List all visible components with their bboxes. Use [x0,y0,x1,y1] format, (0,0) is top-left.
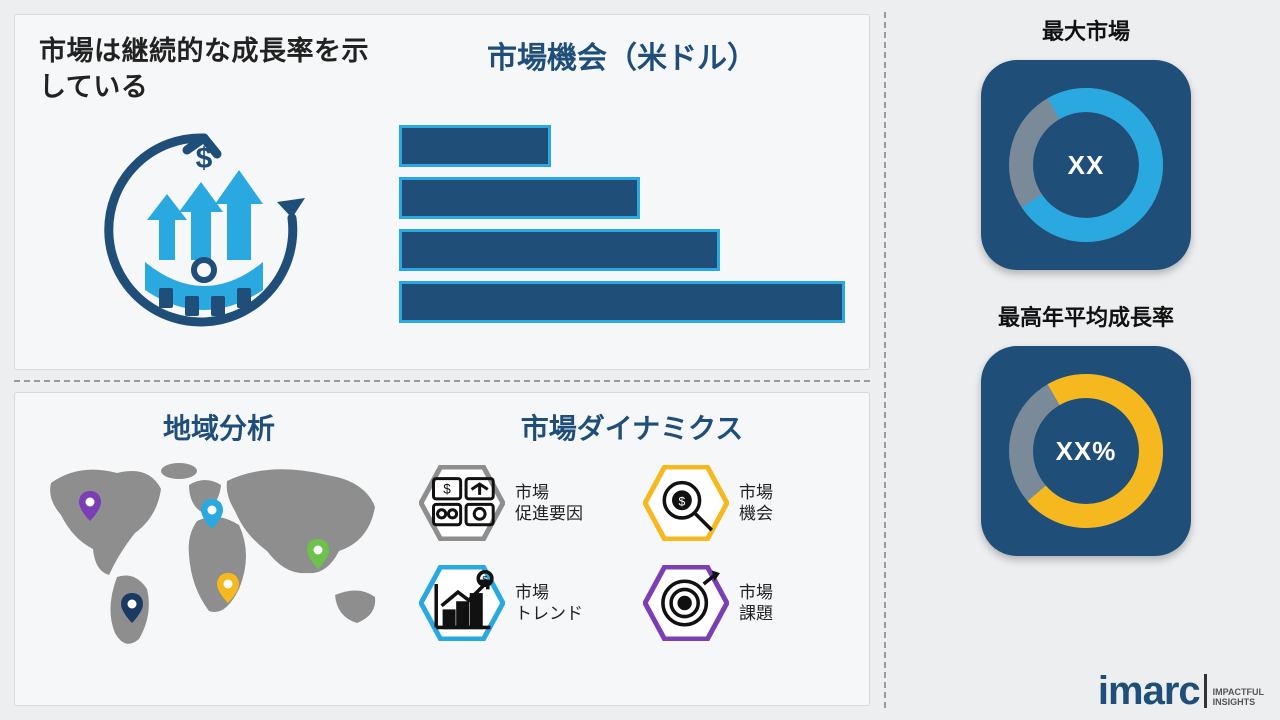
dynamics-label: 市場促進要因 [515,482,583,525]
growth-title: 市場は継続的な成長率を示している [39,33,369,106]
hex-icon: $ [643,465,729,541]
map-pin-north-america [79,491,101,521]
right-column: 最大市場 XX 最高年平均成長率 XX% imarc IMPACTFULINSI… [886,0,1280,720]
dynamics-label: 市場機会 [739,482,773,525]
dynamics-grid: 市場促進要因 $ $ 市場機会市場トレンド $ 市場課題 [419,465,845,641]
hex-icon: $ [419,465,505,541]
svg-text:$: $ [196,142,213,175]
opportunity-block: 市場機会（米ドル） [369,33,845,351]
world-map [39,455,389,675]
bottom-card: 地域分析 市場ダイナミクス 市場促進要因$$市場 [14,392,870,706]
dynamics-opportunity: $ 市場機会 [643,465,845,541]
bar [399,125,551,167]
svg-text:$: $ [443,482,451,497]
bar [399,177,640,219]
metric-highest-cagr: 最高年平均成長率 XX% [904,300,1268,556]
regional-title: 地域分析 [39,407,399,447]
map-pin-europe [201,499,223,529]
svg-text:$: $ [679,495,686,509]
metric1-title: 最大市場 [1042,14,1130,46]
logo-brand: imarc [1098,669,1200,714]
brand-logo: imarc IMPACTFULINSIGHTS [904,669,1268,714]
bar [399,281,845,323]
bar [399,229,720,271]
dynamics-drivers: 市場促進要因 $ [419,465,621,541]
growth-icon: $ [39,120,369,340]
metric2-value: XX% [1056,436,1117,467]
dynamics-block: 市場ダイナミクス 市場促進要因 $ $ 市場機会市場トレンド $ 市場課題 [399,407,845,691]
hex-icon: $ [419,565,505,641]
svg-text:$: $ [482,575,488,586]
bar-chart [399,125,845,323]
dynamics-label: 市場課題 [739,582,773,625]
logo-tagline: IMPACTFULINSIGHTS [1213,688,1264,714]
dynamics-challenges: 市場課題 [643,565,845,641]
growth-block: 市場は継続的な成長率を示している $ [39,33,369,351]
regional-block: 地域分析 [39,407,399,691]
horizontal-divider [14,380,870,382]
logo-divider [1204,674,1207,708]
metric-largest-market: 最大市場 XX [904,14,1268,270]
metric1-value: XX [1068,150,1105,181]
metric2-title: 最高年平均成長率 [998,300,1174,332]
map-pin-africa [217,573,239,603]
hex-icon [643,565,729,641]
opportunity-title: 市場機会（米ドル） [399,33,845,77]
metric2-tile: XX% [981,346,1191,556]
dynamics-title: 市場ダイナミクス [419,407,845,447]
dynamics-trends: 市場トレンド $ [419,565,621,641]
map-pin-asia [307,539,329,569]
metric1-tile: XX [981,60,1191,270]
dynamics-label: 市場トレンド [515,582,583,625]
left-column: 市場は継続的な成長率を示している $ [0,0,884,720]
top-card: 市場は継続的な成長率を示している $ [14,14,870,370]
map-pin-south-america [121,593,143,623]
